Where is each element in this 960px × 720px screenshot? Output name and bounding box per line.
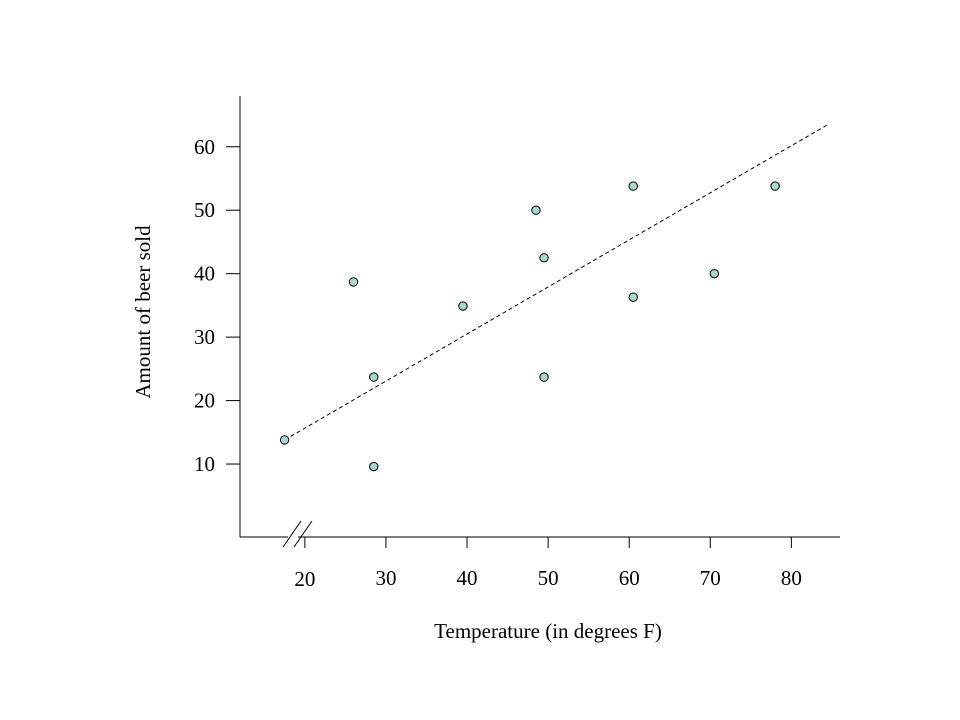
- data-point: [539, 372, 549, 382]
- y-ticks: 10 20 30 40 50 60: [194, 135, 240, 476]
- axis-break-mark: [282, 520, 302, 548]
- x-tick-label: 70: [700, 566, 721, 590]
- y-tick-label: 50: [194, 198, 215, 222]
- y-tick-label: 10: [194, 452, 215, 476]
- data-point: [348, 277, 359, 287]
- trendline-layer: [284, 124, 829, 441]
- data-point: [628, 292, 638, 302]
- trendline: [284, 124, 829, 441]
- y-tick-label: 60: [194, 135, 215, 159]
- data-point: [279, 435, 290, 445]
- x-ticks: 20 30 40 50 60 70 80: [294, 537, 802, 591]
- x-tick-label: 50: [538, 566, 559, 590]
- data-point: [539, 253, 549, 263]
- axis-break-mark: [293, 520, 313, 548]
- y-tick-label: 20: [194, 389, 215, 413]
- x-tick-label: 20: [294, 567, 315, 591]
- x-axis-title: Temperature (in degrees F): [434, 619, 662, 643]
- data-point: [369, 372, 379, 382]
- data-point: [709, 268, 720, 279]
- data-point: [531, 205, 541, 215]
- data-point: [369, 461, 379, 472]
- y-tick-label: 30: [194, 325, 215, 349]
- data-point: [458, 301, 468, 311]
- axes: [239, 96, 840, 548]
- y-tick-label: 40: [194, 262, 215, 286]
- x-tick-label: 60: [619, 566, 640, 590]
- y-axis-title: Amount of beer sold: [131, 225, 155, 399]
- data-point: [628, 181, 638, 191]
- x-tick-label: 80: [781, 566, 802, 590]
- x-tick-label: 40: [457, 566, 478, 590]
- data-point: [770, 181, 780, 191]
- x-tick-label: 30: [375, 566, 396, 590]
- data-points: [279, 181, 780, 472]
